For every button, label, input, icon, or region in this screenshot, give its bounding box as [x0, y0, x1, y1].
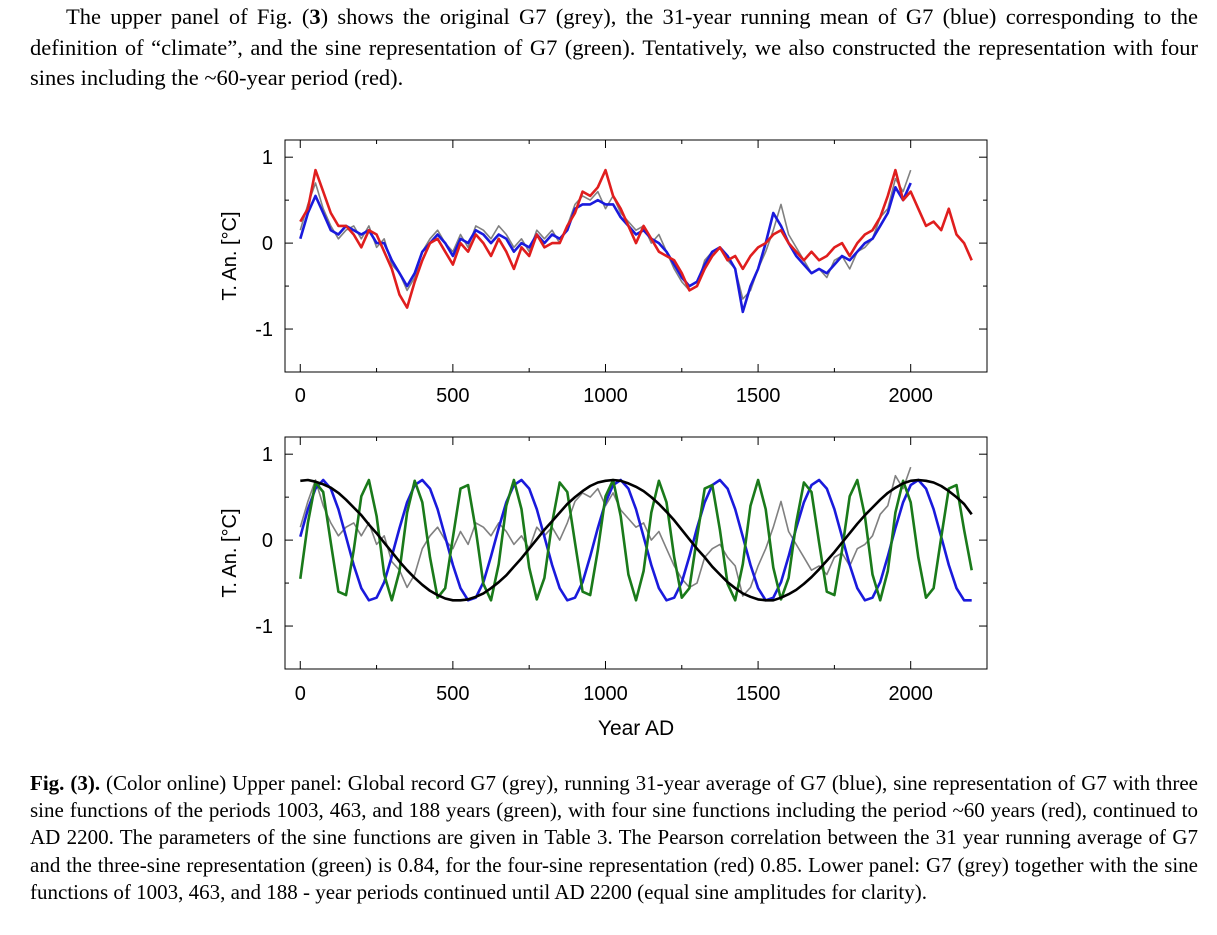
panel-upper: 0 500 1000 1500 2000 1 0 -1 T. An. [°C]	[219, 139, 988, 407]
y-axis-label: T. An. [°C]	[219, 508, 241, 597]
y-axis-label: T. An. [°C]	[219, 211, 241, 300]
series-line-1	[299, 478, 972, 602]
figure-caption: Fig. (3). (Color online) Upper panel: Gl…	[30, 770, 1198, 906]
caption-label: Fig. (3).	[30, 771, 101, 795]
x-tick-label: 2000	[888, 385, 933, 407]
y-tick-label: -1	[255, 319, 273, 341]
intro-paragraph: The upper panel of Fig. (3) shows the or…	[30, 2, 1198, 94]
x-tick-label: 1000	[583, 683, 628, 705]
plot-frame	[284, 139, 988, 373]
x-tick-label: 500	[436, 385, 469, 407]
x-tick-label: 1000	[583, 385, 628, 407]
figure-svg: 0 500 1000 1500 2000 1 0 -1 T. An. [°C] 0 500 1000 1…	[219, 139, 988, 740]
x-tick-label: 0	[295, 683, 306, 705]
series-line-2	[299, 168, 973, 309]
plot-frame	[284, 436, 988, 670]
series-line-0	[299, 169, 912, 300]
panel-lower: 0 500 1000 1500 2000 1 0 -1 T. An. [°C] Year AD	[219, 436, 988, 740]
y-tick-label: 0	[262, 233, 273, 255]
x-tick-label: 1500	[736, 683, 781, 705]
caption-text: (Color online) Upper panel: Global recor…	[30, 771, 1198, 904]
series-line-3	[300, 478, 973, 602]
series-line-0	[299, 466, 912, 597]
y-tick-label: 1	[262, 147, 273, 169]
y-tick-label: -1	[255, 616, 273, 638]
series-line-1	[299, 182, 912, 314]
x-tick-label: 1500	[736, 385, 781, 407]
x-axis-label: Year AD	[598, 717, 674, 740]
y-tick-label: 1	[262, 444, 273, 466]
y-tick-label: 0	[262, 530, 273, 552]
intro-figure-ref: 3	[309, 4, 321, 29]
series-line-2	[299, 478, 973, 602]
intro-text-2: ) shows the original G7 (grey), the 31-y…	[30, 4, 1198, 90]
x-tick-label: 2000	[888, 683, 933, 705]
x-tick-label: 500	[436, 683, 469, 705]
x-tick-label: 0	[295, 385, 306, 407]
intro-text-1: The upper panel of Fig. (	[66, 4, 310, 29]
